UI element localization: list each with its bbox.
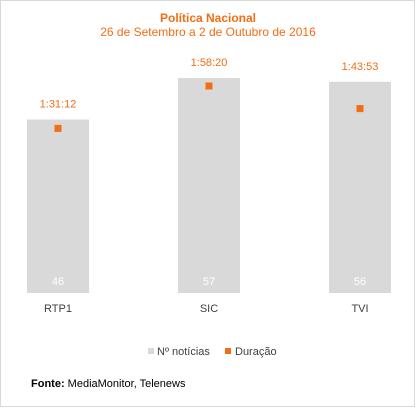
legend-swatch-noticias <box>148 348 154 354</box>
bar-tvi <box>329 81 391 293</box>
legend-label-noticias: Nº notícias <box>157 346 210 358</box>
bar-rtp1 <box>27 119 89 293</box>
bar-value-label: 56 <box>354 276 366 288</box>
source-note: Fonte: MediaMonitor, Telenews <box>31 378 185 390</box>
chart-subtitle: 26 de Setembro a 2 de Outubro de 2016 <box>100 25 316 39</box>
duration-marker-rtp1 <box>54 124 62 132</box>
duration-label: 1:31:12 <box>40 98 77 110</box>
category-label: RTP1 <box>44 303 72 315</box>
duration-marker-tvi <box>356 105 364 113</box>
bar-value-label: 46 <box>52 276 64 288</box>
category-label: TVI <box>351 303 368 315</box>
duration-marker-sic <box>205 82 213 90</box>
bar-sic <box>178 78 240 293</box>
legend-swatch-duracao <box>225 348 231 354</box>
chart-title: Política Nacional <box>160 11 256 25</box>
legend-label-duracao: Duração <box>235 346 277 358</box>
duration-label: 1:58:20 <box>191 57 228 69</box>
source-text: MediaMonitor, Telenews <box>67 378 186 390</box>
category-label: SIC <box>200 303 218 315</box>
source-label: Fonte: <box>31 378 65 390</box>
duration-label: 1:43:53 <box>342 61 379 73</box>
bar-value-label: 57 <box>203 276 215 288</box>
